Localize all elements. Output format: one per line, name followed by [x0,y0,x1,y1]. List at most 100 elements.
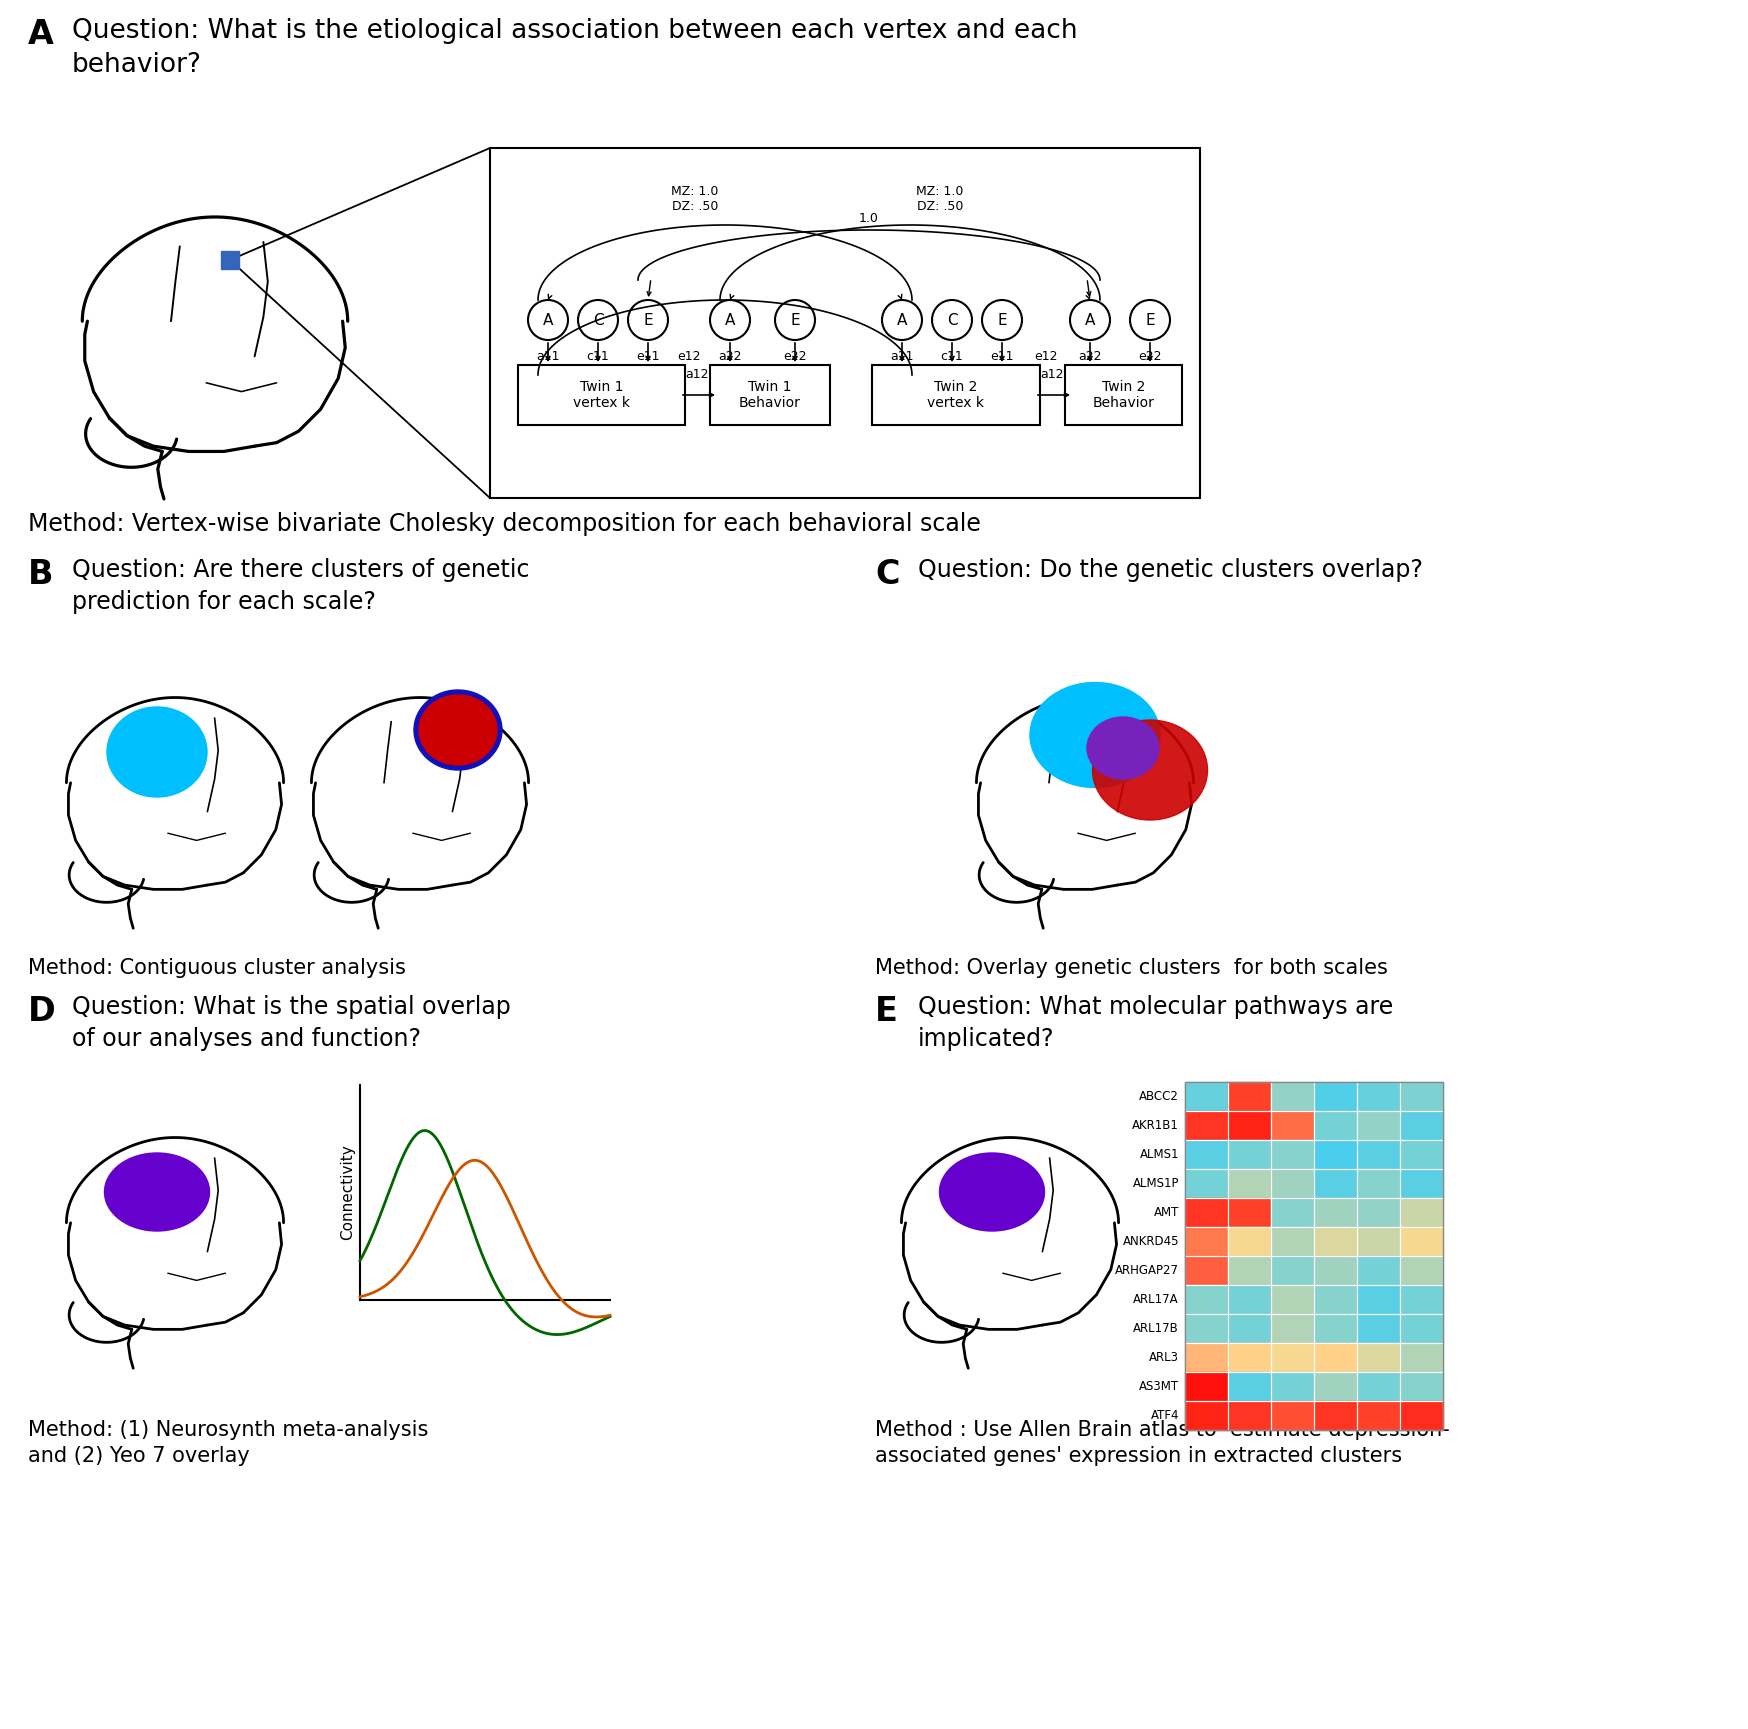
Text: Twin 1
vertex k: Twin 1 vertex k [573,380,629,410]
Bar [1185,1314,1227,1343]
Text: ATF4: ATF4 [1150,1409,1178,1421]
Bar [1356,1285,1398,1314]
Text: Method: Vertex-wise bivariate Cholesky decomposition for each behavioral scale: Method: Vertex-wise bivariate Cholesky d… [28,512,981,536]
Bar [1185,1112,1227,1139]
Bar [1227,1112,1271,1139]
Bar [1185,1343,1227,1373]
Bar [1227,1255,1271,1285]
Bar [1185,1169,1227,1198]
Text: MZ: 1.0
DZ: .50: MZ: 1.0 DZ: .50 [671,185,718,213]
Bar [1313,1169,1356,1198]
Bar [1185,1139,1227,1169]
Bar [1313,1198,1356,1228]
Text: E: E [643,313,652,327]
Bar [1227,1198,1271,1228]
Text: ARL3: ARL3 [1148,1350,1178,1364]
Bar [1356,1228,1398,1255]
Ellipse shape [1030,683,1159,787]
Bar [1313,1082,1356,1112]
Ellipse shape [1092,719,1206,820]
Bar [1185,1373,1227,1400]
Bar [1313,1314,1356,1343]
Bar [1227,1112,1271,1139]
Text: ALMS1: ALMS1 [1140,1148,1178,1160]
Text: E: E [1145,313,1154,327]
Bar [1271,1139,1313,1169]
Bar [1356,1169,1398,1198]
Text: e12: e12 [1033,349,1058,363]
Text: a11: a11 [890,349,912,363]
Text: 1.0: 1.0 [858,213,879,225]
Bar [1227,1082,1271,1112]
Bar [1398,1400,1442,1430]
Text: C: C [593,313,603,327]
Bar [1271,1373,1313,1400]
Bar [1313,1400,1356,1430]
Bar [1227,1139,1271,1169]
Bar [1398,1082,1442,1112]
Ellipse shape [414,690,502,769]
Bar [1356,1373,1398,1400]
Bar [1185,1112,1227,1139]
Text: Question: What is the etiological association between each vertex and each
behav: Question: What is the etiological associ… [72,17,1077,78]
Bar [1398,1169,1442,1198]
Ellipse shape [105,1153,210,1231]
Bar [220,251,239,270]
Text: Question: Are there clusters of genetic
prediction for each scale?: Question: Are there clusters of genetic … [72,558,530,614]
Bar [1356,1082,1398,1112]
Bar [1271,1198,1313,1228]
Text: ANKRD45: ANKRD45 [1122,1235,1178,1248]
Text: c11: c11 [940,349,963,363]
Bar [1271,1255,1313,1285]
Text: Question: Do the genetic clusters overlap?: Question: Do the genetic clusters overla… [918,558,1423,583]
Text: Method : Use Allen Brain atlas to  estimate depression-
associated genes' expres: Method : Use Allen Brain atlas to estima… [874,1420,1449,1466]
Text: ARL17A: ARL17A [1133,1293,1178,1305]
Bar [1227,1314,1271,1343]
Bar [1271,1343,1313,1373]
Text: ARL17B: ARL17B [1133,1323,1178,1335]
Ellipse shape [939,1153,1044,1231]
Bar [1313,1343,1356,1373]
Bar [1356,1139,1398,1169]
Bar [1271,1400,1313,1430]
Bar [1185,1373,1227,1400]
Bar [1398,1112,1442,1139]
Bar [1185,1314,1227,1343]
Bar [1356,1314,1398,1343]
Text: Method: Contiguous cluster analysis: Method: Contiguous cluster analysis [28,958,406,979]
Bar [1227,1255,1271,1285]
Text: ARHGAP27: ARHGAP27 [1115,1264,1178,1278]
Bar [1356,1112,1398,1139]
Bar [1185,1198,1227,1228]
Bar [1356,1314,1398,1343]
Bar [1313,1139,1356,1169]
Bar [1227,1198,1271,1228]
Bar [1185,1169,1227,1198]
Text: A: A [1084,313,1094,327]
Bar [1356,1198,1398,1228]
Bar [1185,1228,1227,1255]
Bar [1356,1343,1398,1373]
Bar [1356,1373,1398,1400]
Bar [1398,1285,1442,1314]
Bar [1356,1400,1398,1430]
Bar [1185,1082,1227,1112]
Bar [1356,1255,1398,1285]
Bar [1398,1343,1442,1373]
Bar [1356,1139,1398,1169]
Bar [1398,1228,1442,1255]
Bar [1271,1198,1313,1228]
Text: Twin 2
Behavior: Twin 2 Behavior [1092,380,1154,410]
Text: C: C [874,558,898,591]
Bar [1271,1285,1313,1314]
Bar [1185,1285,1227,1314]
Text: a22: a22 [718,349,741,363]
Bar [1271,1169,1313,1198]
Ellipse shape [420,695,496,764]
Text: Question: What is the spatial overlap
of our analyses and function?: Question: What is the spatial overlap of… [72,994,510,1051]
Bar [1398,1228,1442,1255]
Bar [1398,1198,1442,1228]
Text: A: A [897,313,907,327]
Bar [489,149,1199,498]
Bar [1313,1198,1356,1228]
